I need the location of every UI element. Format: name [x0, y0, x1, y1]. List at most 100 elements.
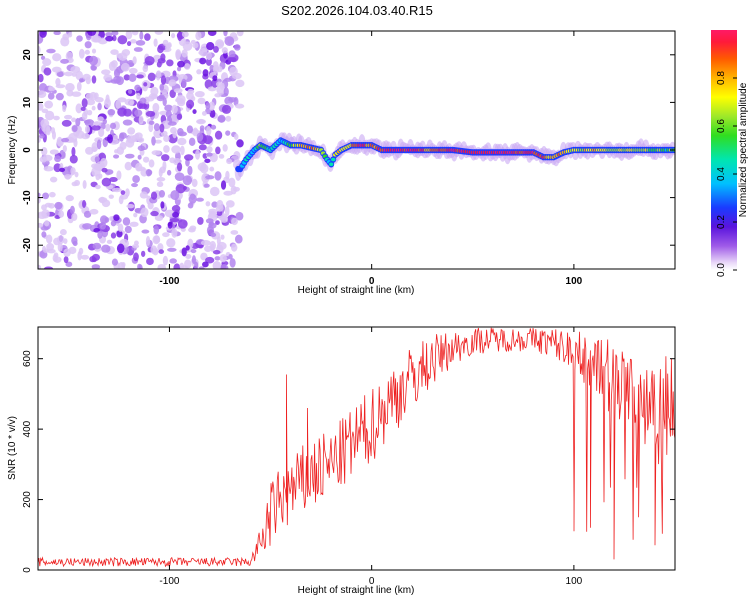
noise-blob: [148, 120, 155, 125]
noise-blob: [206, 42, 215, 51]
noise-blob: [142, 65, 149, 73]
noise-blob: [91, 142, 99, 152]
noise-blob: [230, 230, 239, 235]
noise-blob: [71, 146, 76, 157]
noise-blob: [120, 62, 130, 72]
noise-blob: [165, 43, 172, 49]
noise-blob: [126, 41, 132, 47]
noise-blob: [194, 149, 201, 160]
noise-blob: [103, 74, 113, 82]
noise-blob: [225, 200, 235, 208]
noise-blob: [223, 87, 229, 97]
noise-blob: [43, 166, 54, 172]
noise-blob: [83, 119, 91, 124]
snr-frame: [37, 326, 676, 571]
noise-blob: [82, 199, 87, 208]
snr-y-tick-label: 400: [22, 420, 33, 437]
noise-blob: [166, 238, 176, 248]
noise-blob: [167, 247, 177, 252]
noise-blob: [233, 97, 239, 107]
noise-blob: [71, 91, 82, 97]
noise-blob: [123, 108, 132, 117]
noise-blob: [156, 95, 165, 102]
noise-blob: [197, 119, 205, 124]
noise-blob: [124, 98, 135, 106]
noise-blob: [187, 88, 195, 94]
noise-blob: [69, 154, 78, 164]
noise-blob: [42, 58, 52, 66]
snr-x-tick-label: -100: [159, 576, 179, 587]
noise-blob: [198, 50, 204, 55]
snr-y-axis-label: SNR (10 * v/v): [7, 416, 18, 480]
noise-blob: [221, 104, 232, 114]
noise-blob: [52, 53, 62, 62]
noise-blob: [70, 167, 76, 175]
noise-blob: [191, 255, 196, 265]
noise-blob: [153, 38, 158, 47]
noise-blob: [196, 132, 204, 142]
noise-blob: [158, 249, 165, 254]
noise-blob: [228, 50, 236, 58]
spectrogram-y-tick-label: 0: [22, 147, 33, 153]
noise-blob: [188, 227, 196, 233]
noise-blob: [43, 266, 54, 269]
noise-blob: [69, 205, 75, 215]
noise-blob: [224, 36, 235, 46]
noise-blob: [68, 132, 78, 143]
noise-blob: [111, 31, 119, 36]
noise-blob: [150, 86, 159, 97]
noise-blob: [154, 31, 164, 35]
noise-blob: [235, 79, 245, 88]
noise-blob: [220, 234, 225, 240]
noise-blob: [89, 208, 99, 215]
noise-blob: [173, 88, 183, 93]
noise-blob: [111, 60, 118, 68]
noise-blob: [113, 214, 120, 222]
noise-blob: [159, 83, 165, 91]
noise-blob: [182, 41, 193, 51]
noise-blob: [179, 262, 185, 269]
noise-blob: [212, 261, 222, 269]
noise-blob: [71, 212, 78, 222]
noise-blob: [139, 191, 148, 199]
noise-blob: [61, 137, 70, 143]
noise-blob: [38, 73, 44, 83]
noise-blob: [213, 45, 219, 53]
colorbar-gradient: [711, 30, 737, 270]
noise-blob: [177, 128, 184, 136]
noise-blob: [101, 199, 111, 208]
noise-blob: [116, 53, 122, 59]
noise-blob: [112, 75, 122, 84]
noise-blob: [91, 65, 97, 71]
noise-blob: [146, 257, 154, 266]
noise-blob: [106, 239, 113, 245]
noise-blob: [38, 196, 41, 204]
noise-blob: [223, 31, 228, 37]
noise-blob: [137, 154, 142, 160]
noise-blob: [41, 209, 50, 219]
noise-blob: [218, 154, 225, 159]
noise-blob: [236, 139, 244, 148]
noise-blob: [89, 55, 99, 66]
noise-blob: [64, 174, 72, 179]
noise-blob: [136, 74, 144, 79]
noise-blob: [38, 222, 44, 228]
noise-blob: [41, 146, 48, 156]
noise-blob: [209, 186, 220, 197]
noise-blob: [135, 40, 146, 46]
noise-blob: [44, 100, 54, 109]
noise-blob: [160, 201, 165, 209]
noise-blob: [144, 55, 155, 66]
noise-blob: [48, 191, 56, 198]
noise-blob: [224, 77, 233, 82]
noise-blob: [143, 82, 148, 87]
noise-blob: [39, 156, 47, 163]
noise-blob: [84, 125, 90, 134]
noise-blob: [174, 172, 185, 181]
noise-blob: [148, 159, 155, 168]
noise-blob: [177, 31, 183, 42]
noise-blob: [95, 184, 101, 190]
noise-blob: [131, 31, 139, 36]
noise-blob: [157, 45, 164, 54]
noise-blob: [145, 169, 153, 176]
